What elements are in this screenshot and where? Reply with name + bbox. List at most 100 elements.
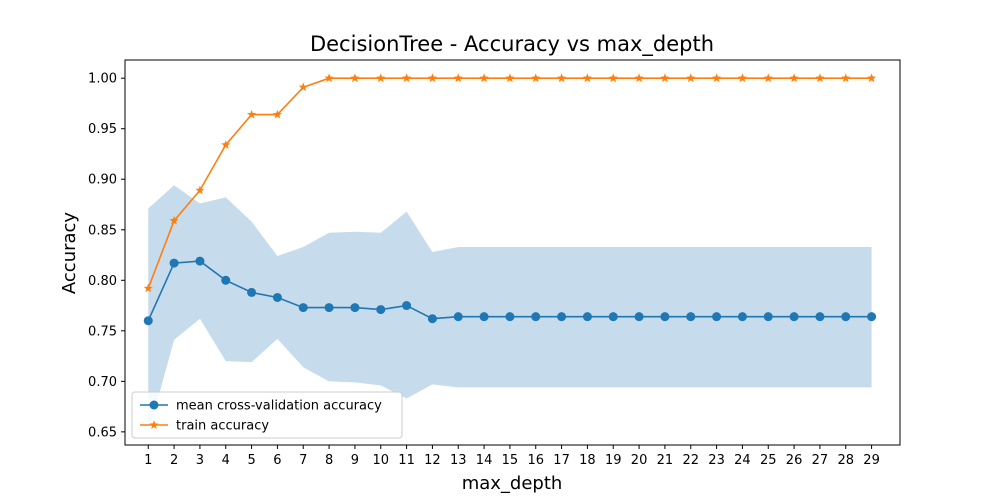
- train-point: [195, 185, 205, 195]
- y-tick-label: 0.75: [88, 324, 117, 339]
- train-point: [376, 73, 386, 83]
- x-tick-label: 17: [553, 453, 570, 468]
- cv-point: [789, 312, 799, 322]
- cv-point: [557, 312, 567, 322]
- train-point: [660, 73, 670, 83]
- cv-point: [841, 312, 851, 322]
- x-tick-label: 26: [786, 453, 803, 468]
- y-tick-label: 0.90: [88, 173, 117, 188]
- cv-point: [531, 312, 541, 322]
- x-tick-label: 7: [299, 453, 307, 468]
- cv-point: [350, 303, 360, 313]
- legend-marker-cv: [149, 400, 159, 410]
- x-tick-label: 27: [812, 453, 829, 468]
- train-point: [531, 73, 541, 83]
- x-tick-label: 29: [863, 453, 880, 468]
- y-tick-label: 0.65: [88, 425, 117, 440]
- train-point: [841, 73, 851, 83]
- cv-point: [582, 312, 592, 322]
- train-point: [427, 73, 437, 83]
- cv-point: [505, 312, 515, 322]
- y-tick-label: 0.70: [88, 375, 117, 390]
- x-tick-label: 23: [708, 453, 725, 468]
- cv-point: [247, 287, 257, 297]
- train-point: [737, 73, 747, 83]
- x-tick-label: 28: [837, 453, 854, 468]
- train-point: [298, 82, 308, 92]
- train-point: [712, 73, 722, 83]
- x-tick-label: 1: [144, 453, 152, 468]
- train-point: [763, 73, 773, 83]
- train-point: [686, 73, 696, 83]
- train-point: [582, 73, 592, 83]
- x-tick-label: 21: [657, 453, 674, 468]
- cv-point: [402, 301, 412, 311]
- x-tick-label: 12: [424, 453, 441, 468]
- x-tick-label: 24: [734, 453, 751, 468]
- cv-point: [195, 256, 205, 266]
- x-tick-label: 11: [398, 453, 415, 468]
- y-tick-label: 1.00: [88, 72, 117, 87]
- x-tick-label: 5: [247, 453, 255, 468]
- legend-box: [131, 391, 403, 439]
- cv-point: [867, 312, 877, 322]
- y-tick-label: 0.95: [88, 122, 117, 137]
- cv-point: [298, 303, 308, 313]
- y-tick-label: 0.85: [88, 223, 117, 238]
- x-tick-label: 20: [631, 453, 648, 468]
- train-point: [350, 73, 360, 83]
- train-point: [221, 140, 231, 149]
- cv-point: [272, 292, 282, 302]
- x-tick-label: 8: [325, 453, 333, 468]
- x-tick-label: 16: [527, 453, 544, 468]
- y-axis-label: Accuracy: [59, 212, 80, 295]
- train-point: [247, 109, 257, 119]
- legend-marker-train: [149, 420, 159, 429]
- cv-point: [221, 275, 231, 285]
- train-point: [402, 73, 412, 83]
- cv-point: [815, 312, 825, 322]
- x-axis-label: max_depth: [462, 473, 563, 494]
- train-point: [634, 73, 644, 83]
- train-point: [815, 73, 825, 83]
- x-tick-label: 15: [502, 453, 519, 468]
- cv-point: [324, 303, 334, 313]
- cv-point: [634, 312, 644, 322]
- legend-label-train: train accuracy: [176, 419, 269, 434]
- cv-point: [712, 312, 722, 322]
- cv-point: [763, 312, 773, 322]
- cv-point: [686, 312, 696, 322]
- cv-point: [143, 316, 153, 326]
- x-tick-label: 3: [196, 453, 204, 468]
- plot-frame: [124, 59, 901, 446]
- train-point: [324, 73, 334, 83]
- x-tick-label: 18: [579, 453, 596, 468]
- cv-point: [479, 312, 489, 322]
- cv-point: [427, 314, 437, 324]
- x-tick-label: 25: [760, 453, 777, 468]
- train-point: [505, 73, 515, 83]
- std-band: [148, 185, 872, 434]
- train-point: [169, 215, 179, 225]
- x-tick-label: 9: [351, 453, 359, 468]
- legend-label-cv: mean cross-validation accuracy: [176, 399, 382, 414]
- plot-area: 1 2 3 4 5 6 7 8 9 10 11 12 13 14 15 16 17 18 19 20 21 22 23 24 2…: [88, 59, 901, 468]
- x-tick-label: 22: [682, 453, 699, 468]
- x-tick-label: 19: [605, 453, 622, 468]
- x-tick-label: 13: [450, 453, 467, 468]
- train-point: [557, 73, 567, 83]
- x-tick-label: 14: [476, 453, 493, 468]
- train-point: [479, 73, 489, 83]
- x-tick-label: 6: [273, 453, 281, 468]
- cv-point: [376, 305, 386, 315]
- cv-point: [453, 312, 463, 322]
- train-point: [608, 73, 618, 83]
- train-point: [789, 73, 799, 83]
- chart-title: DecisionTree - Accuracy vs max_depth: [310, 32, 714, 57]
- train-point: [867, 73, 877, 83]
- cv-point: [169, 258, 179, 268]
- y-tick-label: 0.80: [88, 274, 117, 289]
- train-point: [143, 283, 153, 293]
- cv-point: [608, 312, 618, 322]
